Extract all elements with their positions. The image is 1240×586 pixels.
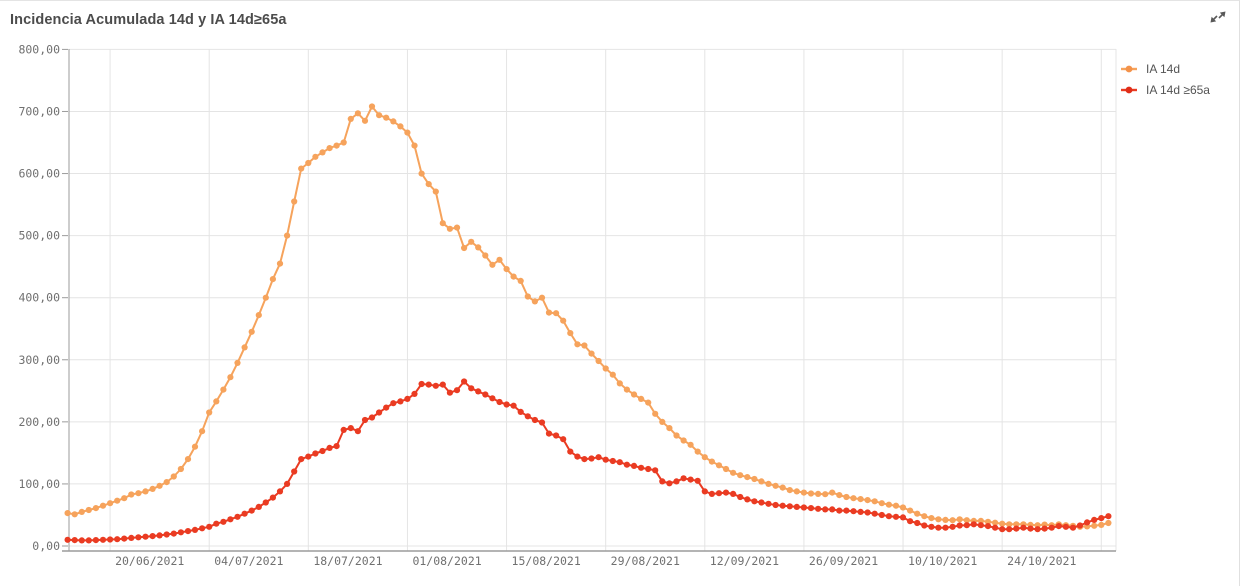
legend-label-ia14d: IA 14d [1146, 61, 1181, 76]
svg-text:600,00: 600,00 [18, 167, 60, 181]
gridlines [62, 48, 1116, 551]
svg-text:29/08/2021: 29/08/2021 [611, 554, 680, 568]
svg-text:200,00: 200,00 [18, 415, 60, 429]
svg-text:10/10/2021: 10/10/2021 [908, 554, 977, 568]
svg-text:15/08/2021: 15/08/2021 [512, 554, 581, 568]
ia14d-series[interactable] [64, 103, 1112, 530]
x-axis-labels: 20/06/2021 04/07/2021 18/07/2021 01/08/2021… [115, 554, 1076, 568]
svg-text:100,00: 100,00 [18, 477, 60, 491]
expand-arrows-icon [1210, 11, 1226, 23]
chart-legend: IA 14d IA 14d ≥65a [1121, 58, 1239, 100]
svg-text:0,00: 0,00 [32, 539, 60, 553]
ia14d-65a-series[interactable] [64, 378, 1112, 544]
svg-text:04/07/2021: 04/07/2021 [214, 554, 283, 568]
svg-text:400,00: 400,00 [18, 291, 60, 305]
legend-item-ia14d-65a[interactable]: IA 14d ≥65a [1121, 79, 1239, 100]
ia14d-65a-legend-marker-icon [1121, 86, 1137, 93]
svg-text:500,00: 500,00 [18, 229, 60, 243]
svg-text:18/07/2021: 18/07/2021 [313, 554, 382, 568]
chart-title: Incidencia Acumulada 14d y IA 14d≥65a [10, 12, 287, 28]
svg-text:12/09/2021: 12/09/2021 [710, 554, 779, 568]
svg-text:800,00: 800,00 [18, 42, 60, 56]
ia14d-legend-marker-icon [1121, 65, 1137, 72]
svg-text:700,00: 700,00 [18, 104, 60, 118]
svg-text:24/10/2021: 24/10/2021 [1007, 554, 1076, 568]
svg-text:300,00: 300,00 [18, 353, 60, 367]
svg-text:26/09/2021: 26/09/2021 [809, 554, 878, 568]
svg-text:01/08/2021: 01/08/2021 [412, 554, 481, 568]
legend-item-ia14d[interactable]: IA 14d [1121, 58, 1239, 79]
y-axis-labels: 0,00 100,00 200,00 300,00 400,00 500,00 600,00… [18, 42, 60, 553]
svg-text:20/06/2021: 20/06/2021 [115, 554, 184, 568]
expand-button[interactable] [1207, 5, 1233, 29]
legend-label-ia14d-65a: IA 14d ≥65a [1146, 82, 1210, 97]
